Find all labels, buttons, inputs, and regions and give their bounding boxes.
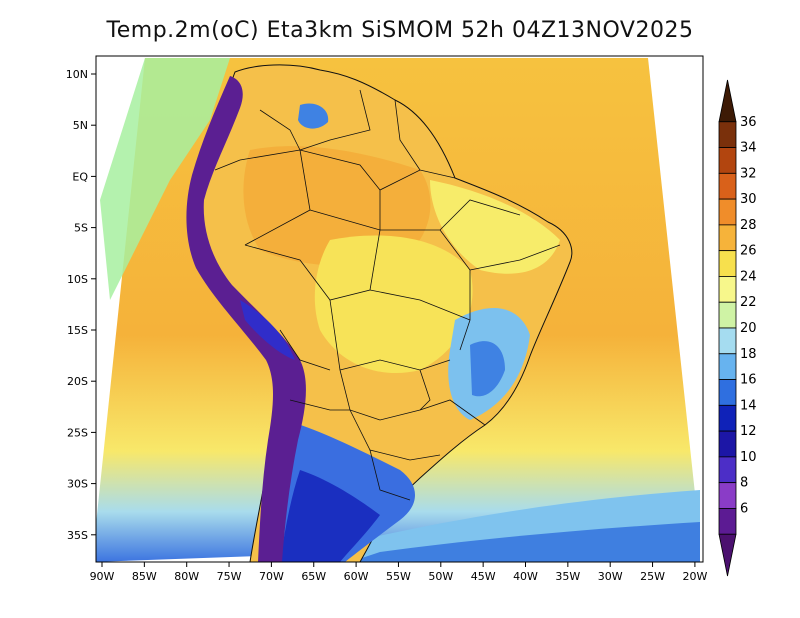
colorbar-segment <box>718 353 737 380</box>
colorbar-label: 34 <box>740 141 757 156</box>
lon-label: 40W <box>513 570 538 583</box>
lon-label: 30W <box>598 570 623 583</box>
colorbar-segment <box>718 301 737 329</box>
lon-label: 25W <box>640 570 665 583</box>
lon-label: 90W <box>90 570 115 583</box>
colorbar-segment <box>718 327 737 355</box>
colorbar-label: 12 <box>740 424 757 439</box>
lon-label: 50W <box>428 570 453 583</box>
lat-label: 35S <box>67 529 88 542</box>
colorbar-label: 20 <box>740 321 757 336</box>
colorbar-segment <box>718 430 737 458</box>
colorbar-label: 22 <box>740 295 757 310</box>
lon-label: 65W <box>301 570 326 583</box>
colorbar-segment <box>718 379 737 406</box>
colorbar-segment <box>718 147 737 174</box>
colorbar-label: 10 <box>740 450 757 465</box>
pacific-cool-zone <box>100 58 230 300</box>
colorbar-segment <box>718 276 737 303</box>
political-borders <box>214 89 561 501</box>
colorbar-label: 24 <box>740 269 757 284</box>
lat-label: 5N <box>73 119 88 132</box>
lat-label: 25S <box>67 426 88 439</box>
lon-label: 20W <box>682 570 707 583</box>
colorbar-segment <box>718 250 737 277</box>
colorbar-segment <box>718 172 737 200</box>
lon-label: 75W <box>217 570 242 583</box>
colorbar-label: 14 <box>740 398 757 413</box>
colorbar-label: 16 <box>740 373 757 388</box>
longitude-axis: 90W 85W 80W 75W 70W 65W 60W 55W 50W 45W 40W 35W 30W 2… <box>90 562 707 583</box>
south-atlantic-cold-band <box>350 522 700 562</box>
lat-label: 5S <box>74 222 88 235</box>
colorbar-bottom-arrow <box>718 533 737 577</box>
colorbar-segment <box>718 198 737 226</box>
guiana-highlands-cool <box>298 103 329 129</box>
lat-label: 10N <box>66 68 88 81</box>
colorbar-segment <box>718 508 737 535</box>
colorbar-label: 18 <box>740 347 757 362</box>
colorbar: 36 34 32 30 28 26 24 22 20 18 16 14 12 10 8 6 <box>718 79 757 577</box>
southeast-cold-core <box>470 341 505 397</box>
colorbar-segment <box>718 224 737 252</box>
colorbar-label: 30 <box>740 192 757 207</box>
colorbar-segment <box>718 456 737 484</box>
altiplano-zone <box>240 300 295 360</box>
lon-label: 70W <box>259 570 284 583</box>
colorbar-segment <box>718 121 737 148</box>
lon-label: 80W <box>174 570 199 583</box>
lat-label: 15S <box>67 324 88 337</box>
map-frame <box>95 55 704 563</box>
colorbar-label: 32 <box>740 166 757 181</box>
colorbar-label: 8 <box>740 476 748 491</box>
northeast-zone <box>430 180 560 274</box>
lon-label: 55W <box>386 570 411 583</box>
lon-label: 60W <box>344 570 369 583</box>
latitude-axis: 10N 5N EQ 5S 10S 15S 20S 25S 30S 35S <box>66 68 96 542</box>
colorbar-label: 6 <box>740 501 748 516</box>
patagonia-colder-zone <box>280 470 380 562</box>
colorbar-segment <box>718 404 737 432</box>
lon-label: 35W <box>555 570 580 583</box>
map-title: Temp.2m(oC) Eta3km SiSMOM 52h 04Z13NOV20… <box>106 18 694 43</box>
lon-label: 85W <box>132 570 157 583</box>
lat-label: 30S <box>67 478 88 491</box>
central-plateau-zone <box>314 235 473 374</box>
map-domain <box>96 58 700 562</box>
colorbar-label: 36 <box>740 115 757 130</box>
lat-label: 20S <box>67 375 88 388</box>
lat-label: EQ <box>72 170 88 183</box>
lon-label: 45W <box>471 570 496 583</box>
colorbar-label: 26 <box>740 244 757 259</box>
colorbar-segment <box>718 482 737 509</box>
lat-label: 10S <box>67 273 88 286</box>
colorbar-top-arrow <box>718 79 737 123</box>
colorbar-label: 28 <box>740 218 757 233</box>
